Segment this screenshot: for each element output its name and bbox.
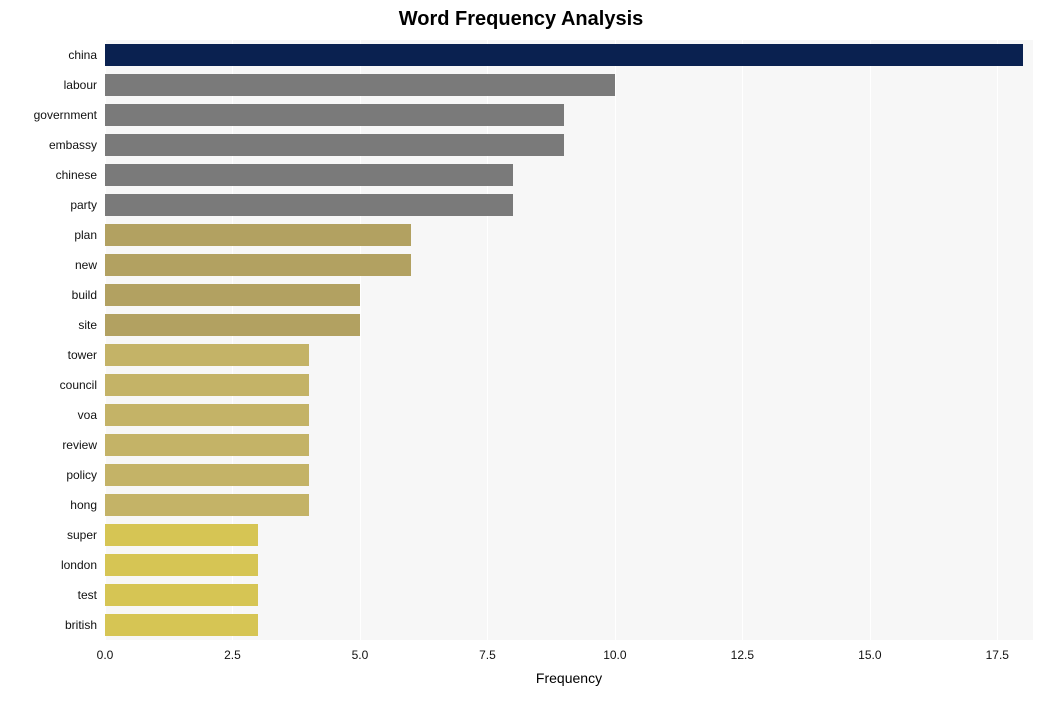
grid-line [232,40,233,640]
bar [105,404,309,426]
grid-line [360,40,361,640]
bar [105,314,360,336]
y-tick-label: british [65,618,97,632]
bar [105,194,513,216]
bar [105,284,360,306]
bar [105,134,564,156]
grid-line [615,40,616,640]
bar [105,224,411,246]
bar [105,524,258,546]
y-tick-label: plan [74,228,97,242]
chart-title: Word Frequency Analysis [0,8,1042,31]
x-tick-label: 17.5 [986,648,1009,662]
bar [105,614,258,636]
x-tick-label: 7.5 [479,648,496,662]
bar [105,254,411,276]
plot-area [105,40,1033,640]
y-tick-label: super [67,528,97,542]
x-tick-label: 5.0 [352,648,369,662]
grid-line [742,40,743,640]
grid-line [997,40,998,640]
bar [105,584,258,606]
y-tick-label: review [62,438,97,452]
grid-line [487,40,488,640]
bar [105,74,615,96]
y-tick-label: test [78,588,97,602]
x-tick-label: 12.5 [731,648,754,662]
bar [105,344,309,366]
y-tick-label: china [68,48,97,62]
bar [105,164,513,186]
x-tick-label: 2.5 [224,648,241,662]
y-tick-label: site [78,318,97,332]
bar [105,44,1023,66]
y-tick-label: build [72,288,97,302]
y-tick-label: hong [70,498,97,512]
bar [105,104,564,126]
y-tick-label: government [34,108,97,122]
y-tick-label: council [60,378,97,392]
y-tick-label: new [75,258,97,272]
y-tick-label: chinese [56,168,97,182]
x-tick-label: 10.0 [603,648,626,662]
chart-container: Word Frequency Analysis Frequency 0.0 2.5… [0,0,1042,701]
bar [105,494,309,516]
bar [105,374,309,396]
y-tick-label: labour [64,78,97,92]
y-tick-label: tower [68,348,97,362]
grid-line [105,40,106,640]
y-tick-label: party [70,198,97,212]
y-tick-label: policy [66,468,97,482]
x-tick-label: 0.0 [97,648,114,662]
grid-line [870,40,871,640]
x-tick-label: 15.0 [858,648,881,662]
bar [105,434,309,456]
y-tick-label: voa [78,408,97,422]
bar [105,554,258,576]
y-tick-label: london [61,558,97,572]
y-tick-label: embassy [49,138,97,152]
x-axis-label: Frequency [536,670,602,686]
bar [105,464,309,486]
